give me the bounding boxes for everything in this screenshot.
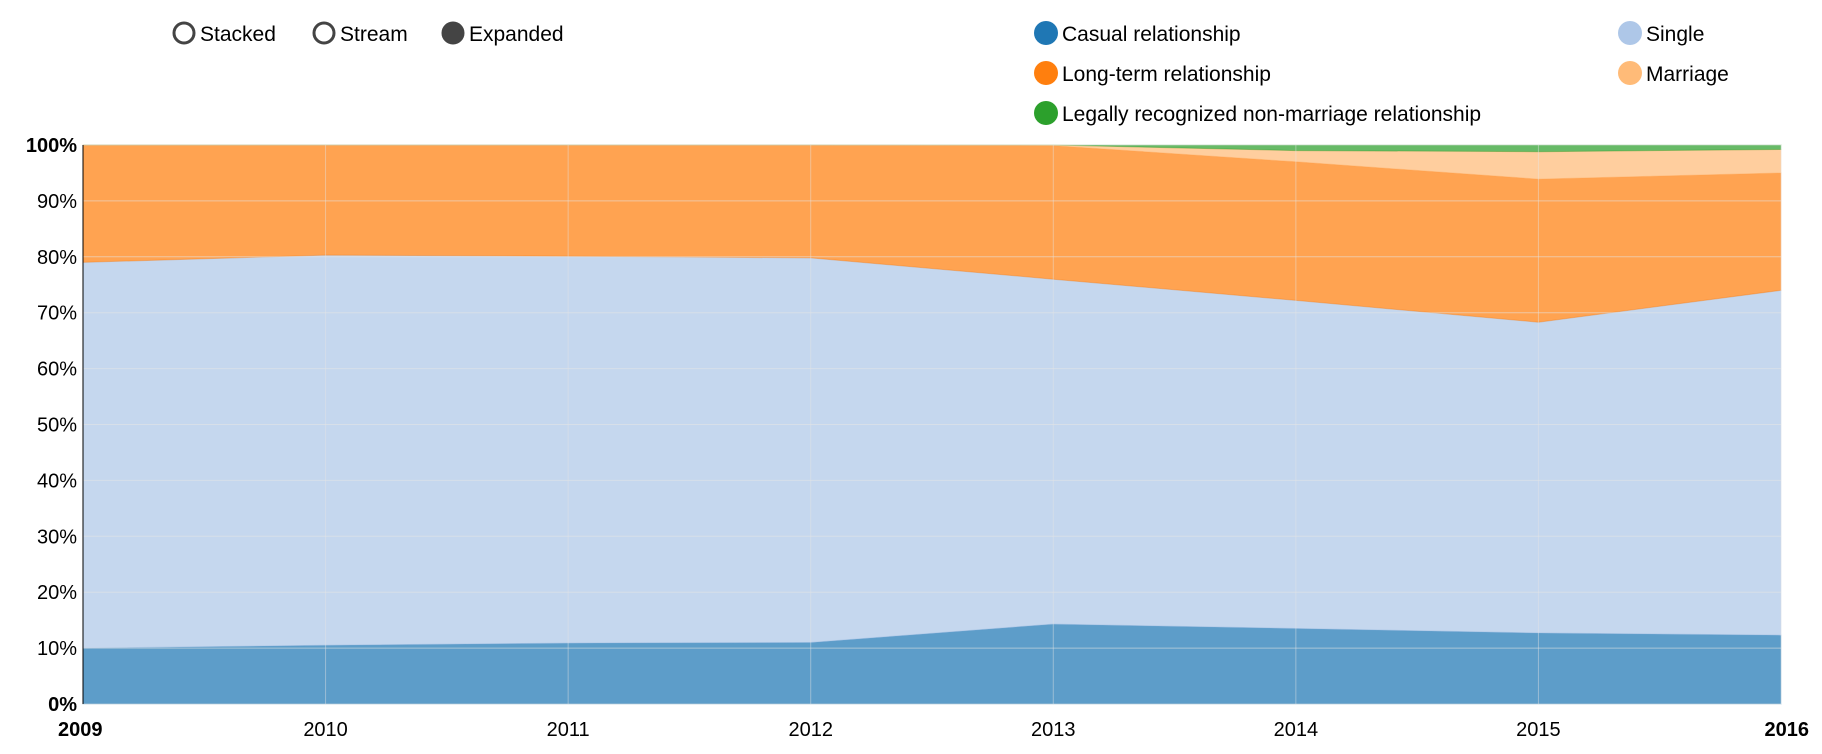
x-tick-label: 2009 xyxy=(58,719,103,741)
legend-label: Long-term relationship xyxy=(1062,63,1271,86)
area-series-group xyxy=(82,144,1782,705)
mode-option-stream[interactable]: Stream xyxy=(312,21,408,46)
y-tick-label: 60% xyxy=(37,359,77,381)
x-tick-label: 2016 xyxy=(1765,719,1810,741)
legend-item-marriage[interactable]: Marriage xyxy=(1618,61,1729,86)
x-tick-label: 2012 xyxy=(788,719,833,741)
y-axis: 0% 10% 20% 30% 40% 50% 60% 70% 80% 90% 100% xyxy=(26,135,84,716)
legend-label: Single xyxy=(1646,23,1704,46)
legend-item-legally-recognized-non-marriage-relationship[interactable]: Legally recognized non-marriage relation… xyxy=(1034,101,1481,126)
mode-option-label: Stacked xyxy=(200,23,276,46)
mode-option-label: Expanded xyxy=(469,23,564,46)
y-tick-label: 10% xyxy=(37,638,77,660)
chart-mode-controls: Stacked Stream Expanded xyxy=(172,21,564,46)
mode-option-stacked[interactable]: Stacked xyxy=(172,21,276,46)
y-tick-label: 70% xyxy=(37,303,77,325)
radio-selected-icon[interactable] xyxy=(441,21,465,45)
y-tick-label: 20% xyxy=(37,582,77,604)
radio-unselected-icon[interactable] xyxy=(172,21,196,45)
legend-item-single[interactable]: Single xyxy=(1618,21,1704,46)
x-axis: 2009 2010 2011 2012 2013 2014 2015 2016 xyxy=(58,719,1809,741)
legend-label: Casual relationship xyxy=(1062,23,1241,46)
radio-unselected-icon[interactable] xyxy=(312,21,336,45)
legend-swatch-icon xyxy=(1034,101,1058,125)
legend-item-long-term-relationship[interactable]: Long-term relationship xyxy=(1034,61,1271,86)
mode-option-label: Stream xyxy=(340,23,408,46)
y-tick-label: 90% xyxy=(37,191,77,213)
legend-swatch-icon xyxy=(1618,21,1642,45)
legend-item-casual-relationship[interactable]: Casual relationship xyxy=(1034,21,1241,46)
legend-swatch-icon xyxy=(1618,61,1642,85)
x-tick-label: 2015 xyxy=(1516,719,1561,741)
x-tick-label: 2010 xyxy=(303,719,348,741)
chart-legend: Casual relationship Long-term relationshi… xyxy=(1034,21,1729,126)
x-tick-label: 2011 xyxy=(547,719,590,741)
y-tick-label: 100% xyxy=(26,135,77,157)
legend-swatch-icon xyxy=(1034,21,1058,45)
area-series-single[interactable] xyxy=(82,254,1782,649)
mode-option-expanded[interactable]: Expanded xyxy=(441,21,564,46)
gridlines xyxy=(82,144,1782,705)
x-tick-label: 2013 xyxy=(1031,719,1076,741)
legend-label: Legally recognized non-marriage relation… xyxy=(1062,103,1481,126)
y-tick-label: 40% xyxy=(37,470,77,492)
x-tick-label: 2014 xyxy=(1274,719,1319,741)
y-tick-label: 30% xyxy=(37,526,77,548)
plot-area: 0%10%20%30%40%50%60%70%80%90%100% 2009 20… xyxy=(26,135,1809,741)
y-tick-label: 0% xyxy=(48,694,77,716)
y-tick-label: 80% xyxy=(37,247,77,269)
y-tick-label: 50% xyxy=(37,415,77,437)
legend-label: Marriage xyxy=(1646,63,1729,86)
legend-swatch-icon xyxy=(1034,61,1058,85)
